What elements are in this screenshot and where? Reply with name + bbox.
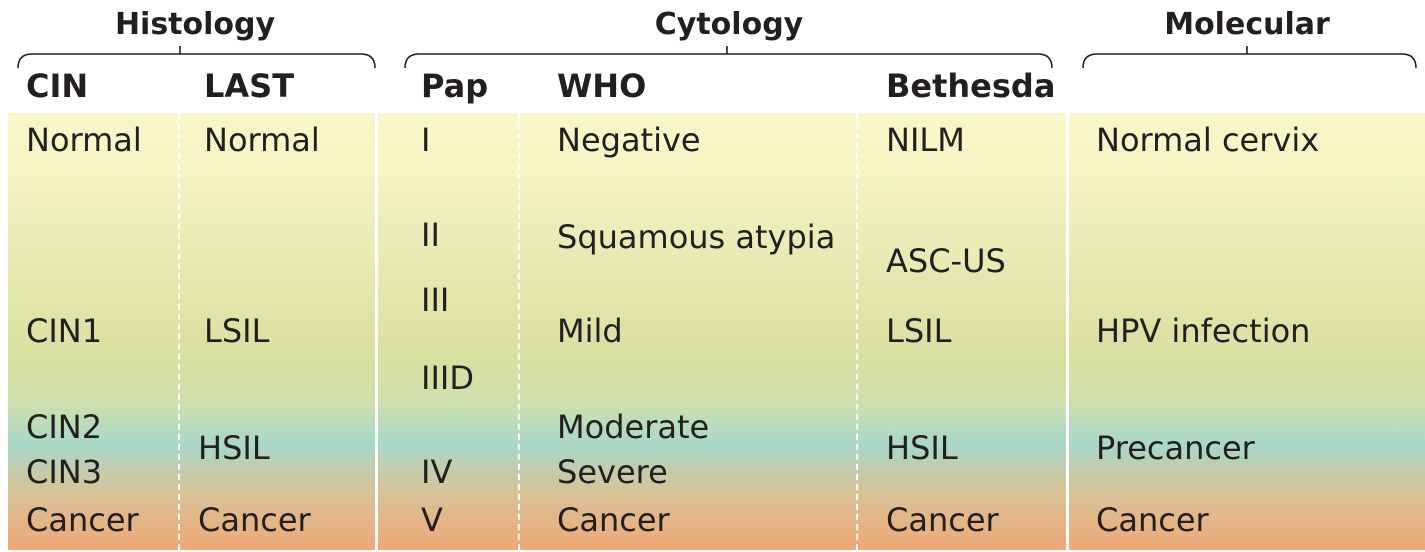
pap-iii: III: [421, 281, 450, 319]
column-header-pap: Pap: [421, 67, 489, 105]
bethesda-hsil: HSIL: [886, 429, 958, 467]
who-squamous-atypia: Squamous atypia: [557, 218, 836, 256]
pap-iiid: IIID: [421, 359, 474, 397]
separator-who-bethesda: [856, 113, 858, 550]
separator-cytology-molecular: [1066, 113, 1069, 550]
pap-iv: IV: [421, 453, 453, 491]
who-severe: Severe: [557, 453, 668, 491]
last-hsil: HSIL: [198, 429, 270, 467]
cytology-bracket: [404, 53, 1053, 69]
histology-bracket: [17, 53, 376, 69]
last-cancer: Cancer: [198, 501, 311, 539]
who-moderate: Moderate: [557, 408, 710, 446]
who-mild: Mild: [557, 312, 623, 350]
who-negative: Negative: [557, 121, 701, 159]
group-title-cytology: Cytology: [654, 7, 804, 42]
cin-cancer: Cancer: [26, 501, 139, 539]
cin-cin3: CIN3: [26, 453, 103, 491]
who-cancer: Cancer: [557, 501, 670, 539]
bethesda-cancer: Cancer: [886, 501, 999, 539]
molecular-cancer: Cancer: [1096, 501, 1209, 539]
pap-ii: II: [421, 216, 440, 254]
gradient-band: [8, 113, 1425, 550]
molecular-precancer: Precancer: [1096, 429, 1255, 467]
last-lsil: LSIL: [204, 312, 270, 350]
separator-histology-cytology: [375, 113, 378, 550]
pap-v: V: [421, 501, 443, 539]
molecular-hpv-infection: HPV infection: [1096, 312, 1311, 350]
pap-i: I: [421, 121, 431, 159]
last-normal: Normal: [204, 121, 320, 159]
cin-normal: Normal: [26, 121, 142, 159]
group-title-histology: Histology: [114, 7, 276, 42]
bethesda-asc-us: ASC-US: [886, 242, 1006, 280]
bethesda-nilm: NILM: [886, 121, 965, 159]
cin-cin1: CIN1: [26, 312, 103, 350]
column-header-cin: CIN: [26, 67, 89, 105]
separator-pap-who: [518, 113, 520, 550]
column-header-last: LAST: [204, 67, 295, 105]
column-header-bethesda: Bethesda: [886, 67, 1056, 105]
separator-cin-last: [178, 113, 180, 550]
group-brackets: [17, 46, 1417, 69]
molecular-bracket: [1082, 53, 1417, 69]
molecular-normal-cervix: Normal cervix: [1096, 121, 1320, 159]
cin-cin2: CIN2: [26, 408, 103, 446]
group-title-molecular: Molecular: [1164, 7, 1330, 42]
column-header-who: WHO: [557, 67, 647, 105]
bethesda-lsil: LSIL: [886, 312, 952, 350]
